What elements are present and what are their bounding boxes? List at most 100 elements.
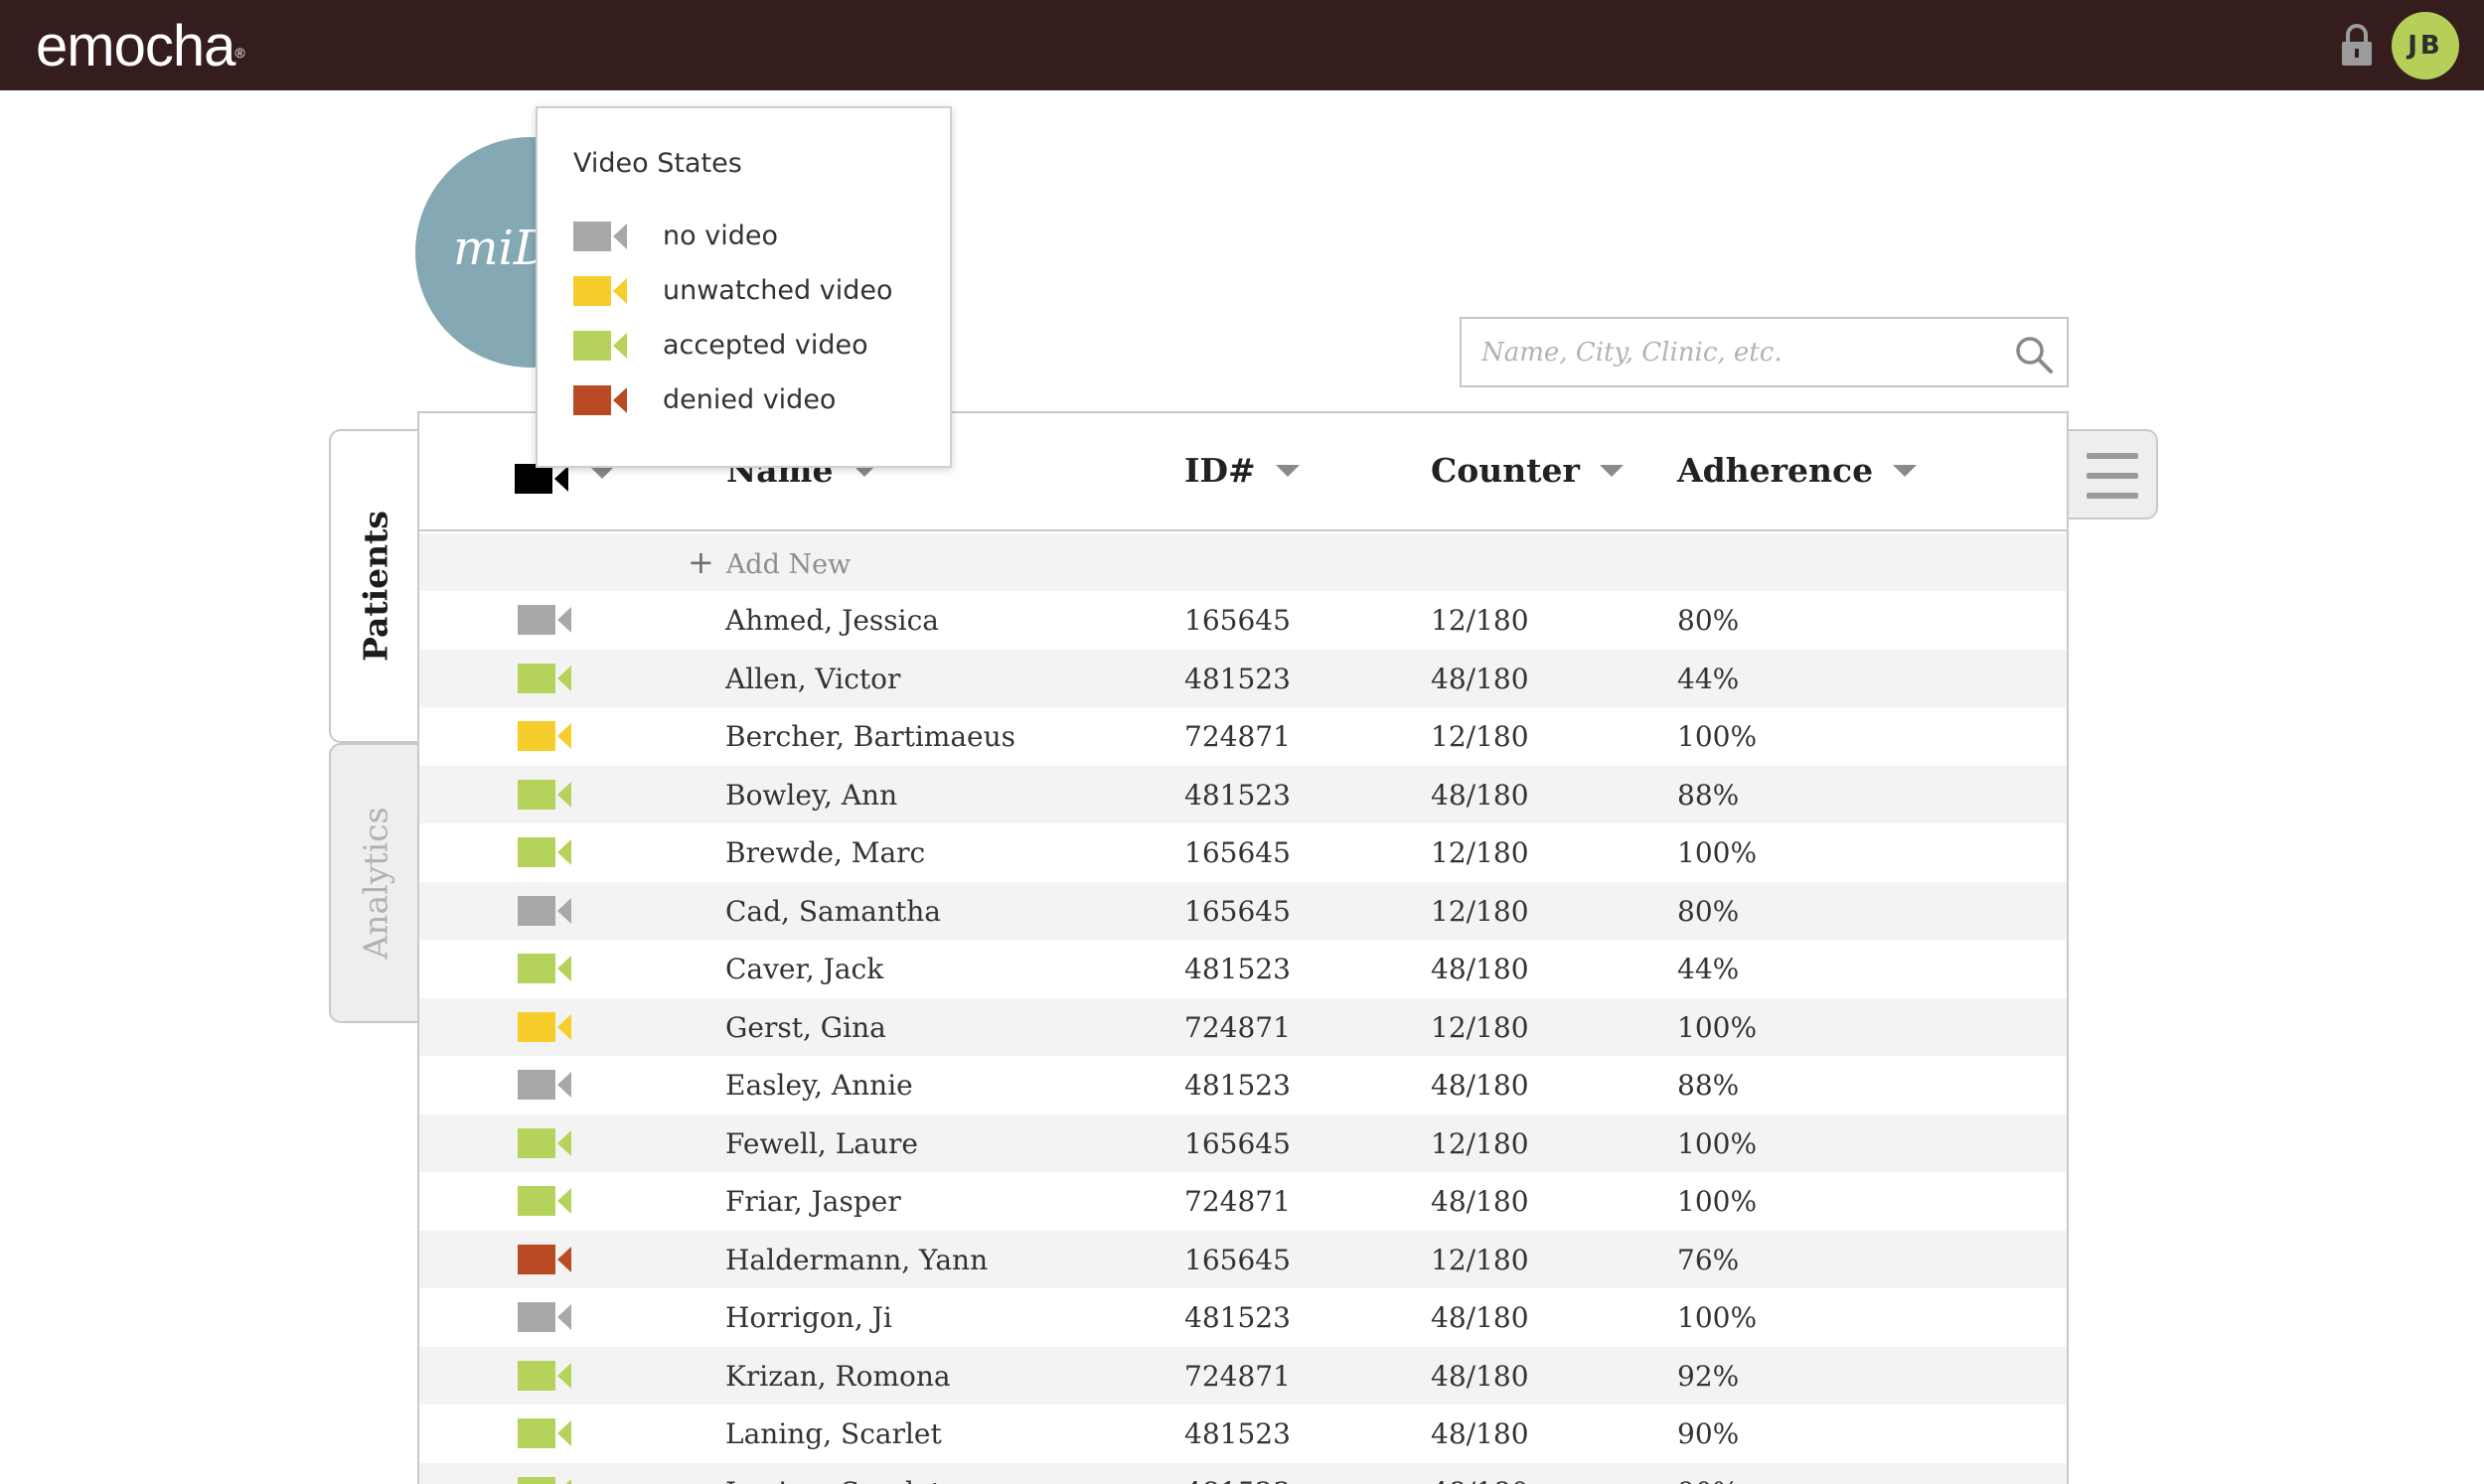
program-name: miD [453, 221, 552, 276]
counter-column-header[interactable]: Counter [1431, 451, 1624, 490]
patient-counter: 48/180 [1431, 1185, 1529, 1218]
video-states-popover: Video States no video unwatched video acce… [536, 106, 952, 468]
patient-adherence: 100% [1677, 1010, 1758, 1044]
video-denied-icon[interactable] [518, 1244, 573, 1274]
patients-table: Name ID# Counter Adherence + Add New Ahme… [417, 411, 2069, 1484]
video-unwatched-icon[interactable] [518, 1011, 573, 1042]
table-row[interactable]: Cad, Samantha 165645 12/180 80% [419, 881, 2067, 940]
legend-label: accepted video [663, 330, 868, 361]
search-box [1460, 317, 2069, 387]
table-row[interactable]: Laning, Scarlet 481523 48/180 90% [419, 1405, 2067, 1463]
video-accepted-icon[interactable] [518, 1186, 573, 1216]
tab-analytics[interactable]: Analytics [329, 743, 419, 1023]
patient-name: Haldermann, Yann [725, 1243, 989, 1276]
patient-adherence: 100% [1677, 1301, 1758, 1334]
patient-id: 724871 [1184, 1185, 1291, 1218]
top-bar: emocha® JB [0, 0, 2484, 90]
menu-button[interactable] [2067, 429, 2158, 519]
video-unwatched-icon [573, 276, 629, 306]
patient-counter: 12/180 [1431, 1010, 1529, 1044]
patient-name: Bercher, Bartimaeus [725, 720, 1016, 753]
search-input[interactable] [1481, 329, 1998, 376]
patient-adherence: 92% [1677, 1359, 1740, 1393]
table-row[interactable]: Caver, Jack 481523 48/180 44% [419, 940, 2067, 998]
table-row[interactable]: Fewell, Laure 165645 12/180 100% [419, 1113, 2067, 1172]
table-row[interactable]: Easley, Annie 481523 48/180 88% [419, 1056, 2067, 1114]
patient-id: 481523 [1184, 953, 1291, 985]
table-row[interactable]: Ahmed, Jessica 165645 12/180 80% [419, 591, 2067, 650]
patient-name: Brewde, Marc [725, 836, 926, 869]
patient-adherence: 88% [1677, 1069, 1740, 1102]
patient-id: 724871 [1184, 720, 1291, 753]
tab-patients[interactable]: Patients [329, 429, 419, 743]
id-column-header[interactable]: ID# [1184, 451, 1300, 490]
patient-id: 481523 [1184, 1301, 1291, 1334]
patient-name: Gerst, Gina [725, 1010, 886, 1044]
patient-counter: 12/180 [1431, 1243, 1529, 1276]
patient-name: Friar, Jasper [725, 1185, 901, 1218]
sort-caret-icon [1599, 465, 1624, 477]
video-none-icon[interactable] [518, 895, 573, 926]
tab-patients-label: Patients [356, 511, 394, 662]
video-accepted-icon[interactable] [518, 1476, 573, 1484]
video-accepted-icon[interactable] [518, 837, 573, 867]
search-icon[interactable] [2014, 335, 2054, 374]
table-body: Ahmed, Jessica 165645 12/180 80% Allen, Vict… [419, 591, 2067, 1484]
video-accepted-icon[interactable] [518, 1360, 573, 1391]
table-row[interactable]: Bowley, Ann 481523 48/180 88% [419, 765, 2067, 823]
sort-caret-icon [853, 465, 877, 477]
video-unwatched-icon[interactable] [518, 721, 573, 751]
patient-name: Krizan, Romona [725, 1359, 951, 1393]
patient-id: 165645 [1184, 1126, 1291, 1160]
video-none-icon[interactable] [518, 1302, 573, 1332]
legend-label: no video [663, 221, 778, 251]
patient-name: Horrigon, Ji [725, 1301, 892, 1334]
video-accepted-icon[interactable] [518, 1418, 573, 1448]
patient-name: Ahmed, Jessica [725, 604, 939, 637]
video-none-icon[interactable] [518, 605, 573, 635]
hamburger-icon-line-top [2087, 453, 2138, 459]
table-row[interactable]: Laning, Scarlet 481523 48/180 90% [419, 1462, 2067, 1484]
patient-adherence: 100% [1677, 1126, 1758, 1160]
table-row[interactable]: Allen, Victor 481523 48/180 44% [419, 649, 2067, 707]
patient-counter: 12/180 [1431, 604, 1529, 637]
patient-counter: 12/180 [1431, 720, 1529, 753]
video-accepted-icon[interactable] [518, 954, 573, 983]
video-accepted-icon [573, 331, 629, 361]
lock-icon[interactable] [2339, 22, 2375, 68]
video-accepted-icon[interactable] [518, 1127, 573, 1158]
patient-name: Laning, Scarlet [725, 1473, 942, 1484]
adherence-column-header[interactable]: Adherence [1677, 451, 1918, 490]
id-column-label: ID# [1184, 451, 1256, 490]
patient-adherence: 44% [1677, 953, 1740, 985]
table-row[interactable]: Bercher, Bartimaeus 724871 12/180 100% [419, 707, 2067, 766]
table-row[interactable]: Haldermann, Yann 165645 12/180 76% [419, 1230, 2067, 1288]
add-new-button[interactable]: + Add New [688, 541, 851, 583]
plus-icon: + [688, 543, 714, 581]
video-accepted-icon[interactable] [518, 779, 573, 810]
patient-name: Cad, Samantha [725, 894, 941, 928]
patient-id: 165645 [1184, 1243, 1291, 1276]
table-row[interactable]: Gerst, Gina 724871 12/180 100% [419, 997, 2067, 1056]
table-row[interactable]: Horrigon, Ji 481523 48/180 100% [419, 1288, 2067, 1347]
add-new-row: + Add New [419, 533, 2067, 591]
video-none-icon[interactable] [518, 1070, 573, 1100]
adherence-column-label: Adherence [1677, 451, 1874, 490]
patient-id: 481523 [1184, 778, 1291, 812]
counter-column-label: Counter [1431, 451, 1580, 490]
app-logo[interactable]: emocha® [36, 12, 245, 81]
table-row[interactable]: Krizan, Romona 724871 48/180 92% [419, 1346, 2067, 1405]
patient-counter: 48/180 [1431, 1359, 1529, 1393]
video-accepted-icon[interactable] [518, 663, 573, 693]
tab-analytics-label: Analytics [356, 807, 394, 960]
add-new-label: Add New [725, 549, 852, 580]
video-sort-header[interactable] [515, 453, 614, 494]
table-row[interactable]: Brewde, Marc 165645 12/180 100% [419, 823, 2067, 882]
table-row[interactable]: Friar, Jasper 724871 48/180 100% [419, 1172, 2067, 1231]
user-avatar[interactable]: JB [2392, 12, 2459, 79]
video-states-title: Video States [573, 148, 742, 179]
patient-name: Easley, Annie [725, 1069, 913, 1102]
patient-adherence: 80% [1677, 894, 1740, 928]
patient-counter: 48/180 [1431, 1473, 1529, 1484]
patient-adherence: 80% [1677, 604, 1740, 637]
